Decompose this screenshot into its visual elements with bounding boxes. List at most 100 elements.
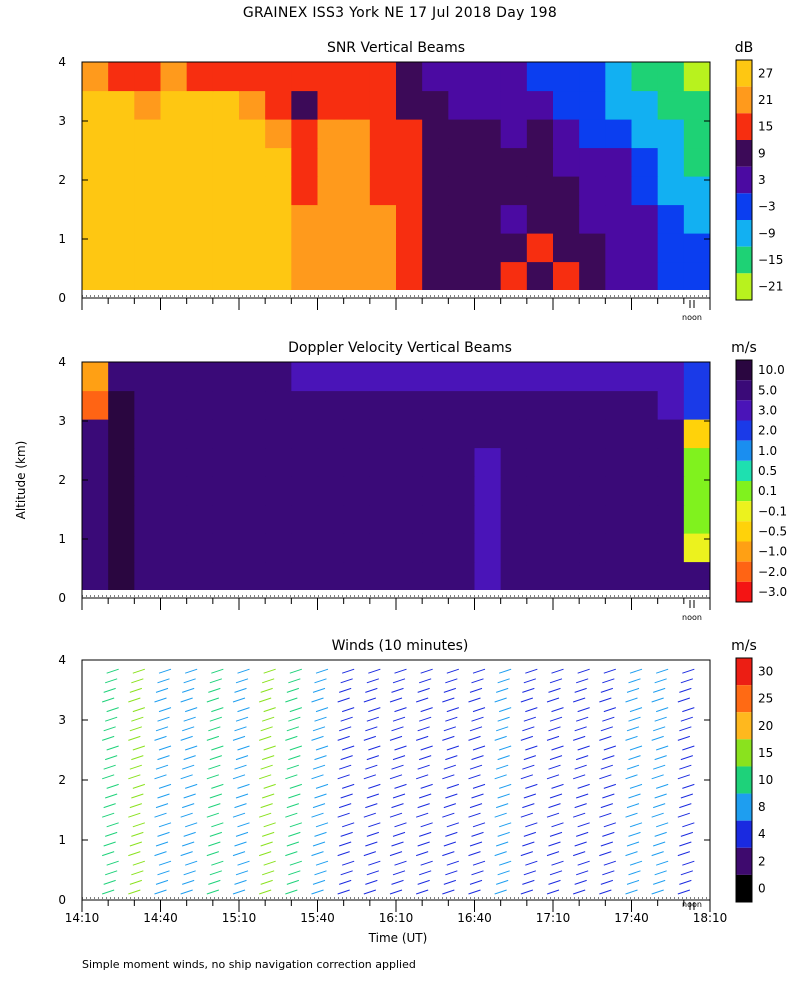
wind-barb xyxy=(311,774,324,780)
heatmap-cell xyxy=(605,533,633,563)
heatmap-cell xyxy=(160,533,188,563)
heatmap-cell xyxy=(317,419,345,449)
wind-barb xyxy=(625,774,638,780)
heatmap-cell xyxy=(108,390,135,420)
heatmap-cell xyxy=(683,176,710,206)
heatmap-cell xyxy=(343,476,371,506)
wind-barb xyxy=(131,755,144,761)
wind-barb xyxy=(340,831,353,837)
heatmap-cell xyxy=(239,504,266,534)
wind-barb xyxy=(471,678,484,684)
wind-barb xyxy=(626,687,640,693)
wind-barb xyxy=(625,812,638,818)
x-tick-label: 17:10 xyxy=(536,911,571,925)
wind-barb xyxy=(182,879,195,885)
wind-barb xyxy=(472,745,486,751)
heatmap-cell xyxy=(134,561,162,590)
wind-barb xyxy=(339,803,352,809)
wind-barb xyxy=(419,755,432,761)
wind-barb xyxy=(522,879,535,885)
x-tick-label: 15:10 xyxy=(222,911,257,925)
heatmap-cell xyxy=(265,261,292,290)
colorbar-swatch xyxy=(736,193,752,220)
heatmap-cell xyxy=(526,561,554,590)
wind-barb xyxy=(312,726,326,732)
heatmap-cell xyxy=(239,233,266,263)
colorbar-frame xyxy=(735,657,753,903)
heatmap-cell xyxy=(343,504,371,534)
wind-barb xyxy=(365,879,378,885)
heatmap-cell xyxy=(369,390,397,420)
heatmap-cell xyxy=(186,90,214,120)
heatmap-cell xyxy=(186,176,214,206)
wind-barb xyxy=(391,841,404,847)
wind-barb xyxy=(548,726,561,732)
wind-barb xyxy=(105,793,118,799)
heatmap-cell xyxy=(369,561,397,590)
heatmap-cell xyxy=(134,147,162,177)
heatmap-cell xyxy=(579,561,606,590)
wind-barb xyxy=(263,745,276,751)
wind-barb xyxy=(471,755,484,761)
wind-barb xyxy=(600,764,613,770)
wind-barb xyxy=(443,764,456,770)
wind-barb xyxy=(468,889,481,895)
wind-barb xyxy=(285,889,298,895)
heatmap-cell xyxy=(422,447,449,477)
heatmap-cell xyxy=(657,476,685,506)
wind-barb xyxy=(656,707,669,713)
heatmap-cell xyxy=(396,204,423,234)
wind-barb xyxy=(285,812,298,818)
colorbar-swatch xyxy=(736,712,752,740)
wind-barb xyxy=(574,879,587,885)
wind-barb xyxy=(389,774,403,780)
heatmap-cell xyxy=(265,390,292,420)
heatmap-cell xyxy=(369,261,397,290)
wind-barb xyxy=(185,707,198,713)
wind-barb xyxy=(602,793,615,799)
wind-barb xyxy=(185,668,198,674)
heatmap-cell xyxy=(579,447,606,477)
colorbar-tick-label: 4 xyxy=(758,827,766,841)
colorbar-tick-label: 27 xyxy=(758,66,773,80)
wind-barb xyxy=(155,726,169,732)
wind-barb xyxy=(549,755,563,761)
heatmap-cell xyxy=(422,533,449,563)
wind-barb xyxy=(629,783,643,789)
wind-barb xyxy=(548,879,561,885)
wind-barb xyxy=(625,697,638,703)
heatmap-cell xyxy=(474,447,502,477)
wind-barb xyxy=(311,889,324,895)
heatmap-cell xyxy=(474,204,502,234)
wind-barb xyxy=(366,831,379,837)
wind-barb xyxy=(677,774,690,780)
heatmap-cell xyxy=(605,390,633,420)
wind-barb xyxy=(628,870,641,876)
wind-barb xyxy=(315,707,329,713)
wind-barb xyxy=(234,764,247,770)
wind-barb xyxy=(520,889,533,895)
heatmap-cell xyxy=(343,362,371,392)
colorbar-swatch xyxy=(736,521,752,542)
wind-barb xyxy=(311,735,324,741)
heatmap-cell xyxy=(291,62,319,92)
wind-barb xyxy=(158,745,172,751)
wind-barb xyxy=(499,783,512,789)
wind-barb xyxy=(286,687,299,693)
heatmap-cell xyxy=(291,204,319,234)
heatmap-cell xyxy=(657,176,685,206)
heatmap-cell xyxy=(239,261,266,290)
wind-barb xyxy=(183,870,196,876)
wind-barb xyxy=(496,726,509,732)
wind-barb xyxy=(420,707,433,713)
snr-panel-title: SNR Vertical Beams xyxy=(327,40,465,56)
heatmap-cell xyxy=(500,561,528,590)
heatmap-cell xyxy=(186,390,214,420)
wind-barb xyxy=(155,841,169,847)
heatmap-cell xyxy=(631,419,659,449)
wind-barb xyxy=(468,812,481,818)
heatmap-cell xyxy=(343,390,371,420)
heatmap-cell xyxy=(291,233,319,263)
heatmap-cell xyxy=(683,261,710,290)
wind-barb xyxy=(363,851,376,857)
